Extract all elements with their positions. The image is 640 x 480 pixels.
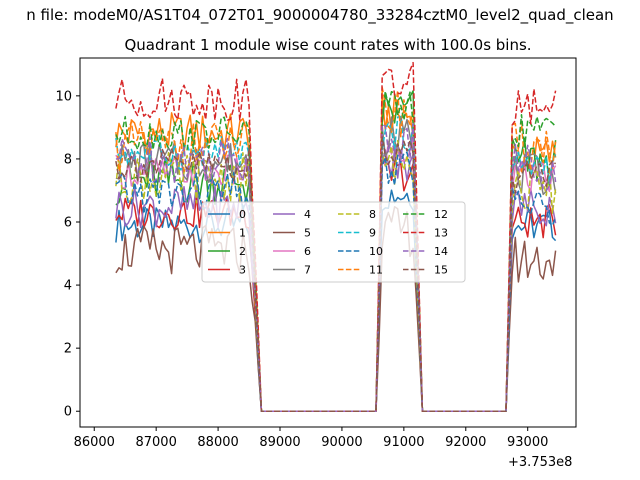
y-tick-label: 6 xyxy=(64,216,72,231)
x-tick-label: 86000 xyxy=(74,435,115,450)
legend-label: 1 xyxy=(239,227,246,240)
legend-label: 5 xyxy=(304,227,311,240)
legend-label: 7 xyxy=(304,264,311,277)
legend-label: 10 xyxy=(369,245,383,258)
axes-frame xyxy=(79,57,577,428)
legend-label: 14 xyxy=(434,245,448,258)
y-tick-label: 8 xyxy=(64,152,72,167)
legend-label: 12 xyxy=(434,208,448,221)
chart-suptitle: n file: modeM0/AS1T04_072T01_9000004780_… xyxy=(26,6,613,25)
x-tick-label: 89000 xyxy=(259,435,300,450)
legend-label: 4 xyxy=(304,208,311,221)
series-line-13 xyxy=(115,61,557,412)
legend-box xyxy=(201,201,466,283)
x-tick-label: 93000 xyxy=(507,435,548,450)
x-offset-label: +3.753e8 xyxy=(508,455,572,470)
x-axis: 86000 87000 88000 89000 90000 91000 92000 93000 xyxy=(74,427,548,450)
y-tick-label: 10 xyxy=(55,89,72,104)
y-tick-label: 4 xyxy=(64,279,72,294)
legend-label: 9 xyxy=(369,227,376,240)
x-tick-label: 92000 xyxy=(445,435,486,450)
legend-label: 2 xyxy=(239,245,246,258)
legend-label: 3 xyxy=(239,264,246,277)
legend-label: 13 xyxy=(434,227,448,240)
x-tick-label: 87000 xyxy=(135,435,176,450)
x-tick-label: 88000 xyxy=(197,435,238,450)
legend-label: 8 xyxy=(369,208,376,221)
legend-label: 0 xyxy=(239,208,246,221)
x-tick-label: 91000 xyxy=(383,435,424,450)
y-axis: 0 2 4 6 8 10 xyxy=(55,89,80,420)
series-line-15 xyxy=(115,136,557,412)
chart-title: Quadrant 1 module wise count rates with … xyxy=(124,36,531,54)
y-tick-label: 2 xyxy=(64,342,72,357)
legend-label: 11 xyxy=(369,264,383,277)
legend-label: 15 xyxy=(434,264,448,277)
series-line-8 xyxy=(115,139,557,412)
plot-lines xyxy=(115,61,557,412)
y-tick-label: 0 xyxy=(64,405,72,420)
legend-label: 6 xyxy=(304,245,311,258)
x-tick-label: 90000 xyxy=(321,435,362,450)
